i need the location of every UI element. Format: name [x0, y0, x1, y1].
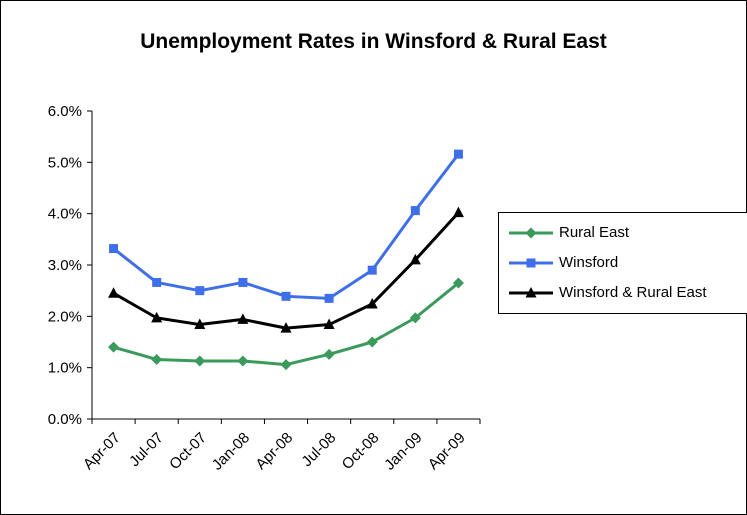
- x-tick-label: Oct-07: [166, 429, 210, 473]
- x-tick-label: Jan-09: [381, 429, 425, 473]
- data-point-rural-east: [237, 355, 249, 367]
- data-point-winsford: [367, 265, 377, 275]
- y-tick-label: 2.0%: [48, 308, 82, 325]
- data-point-winsford-rural-east: [409, 253, 421, 265]
- data-point-winsford: [109, 244, 119, 254]
- x-tick-label: Jul-08: [298, 429, 339, 470]
- legend-label-rural-east: Rural East: [559, 224, 630, 241]
- data-point-winsford-rural-east: [194, 318, 206, 330]
- x-tick-label: Apr-07: [80, 429, 124, 473]
- legend-item-winsford: Winsford: [499, 250, 747, 276]
- data-point-winsford-rural-east: [151, 311, 163, 323]
- legend: Rural East Winsford Winsford & Rural East: [498, 212, 747, 314]
- x-tick-label: Apr-08: [252, 429, 296, 473]
- series-line-winsford: [112, 153, 460, 300]
- data-point-rural-east: [323, 348, 335, 360]
- data-point-winsford: [152, 277, 162, 287]
- x-tick-label: Jan-08: [209, 429, 253, 473]
- y-tick-label: 0.0%: [48, 411, 82, 428]
- data-point-winsford: [195, 286, 205, 296]
- data-point-rural-east: [194, 355, 206, 367]
- data-point-winsford: [238, 277, 248, 287]
- legend-swatch-winsford: [509, 258, 553, 268]
- chart-title: Unemployment Rates in Winsford & Rural E…: [140, 30, 607, 53]
- data-point-rural-east: [280, 359, 292, 371]
- y-tick-label: 5.0%: [48, 154, 82, 171]
- x-tick-label: Apr-09: [425, 429, 469, 473]
- y-tick-label: 6.0%: [48, 103, 82, 120]
- data-point-winsford-rural-east: [452, 206, 464, 218]
- y-tick-label: 1.0%: [48, 360, 82, 377]
- data-point-winsford-rural-east: [366, 298, 378, 309]
- data-point-rural-east: [452, 277, 464, 289]
- data-point-rural-east: [151, 353, 163, 365]
- data-point-winsford-rural-east: [108, 287, 120, 298]
- x-tick-label: Oct-08: [339, 429, 383, 473]
- x-tick-label: Jul-07: [126, 429, 167, 470]
- data-point-rural-east: [409, 312, 421, 324]
- data-point-winsford: [324, 293, 334, 303]
- legend-label-winsford: Winsford: [559, 254, 619, 271]
- y-tick-label: 4.0%: [48, 206, 82, 223]
- legend-label-winsford-rural-east: Winsford & Rural East: [559, 284, 707, 301]
- data-point-winsford: [281, 291, 291, 301]
- legend-swatch-winsford-rural-east: [509, 287, 553, 298]
- data-point-winsford: [410, 206, 420, 216]
- data-point-winsford-rural-east: [237, 313, 249, 324]
- legend-swatch-rural-east: [509, 227, 553, 239]
- data-point-winsford-rural-east: [323, 318, 335, 330]
- y-tick-label: 3.0%: [48, 257, 82, 274]
- data-point-rural-east: [366, 336, 378, 348]
- data-point-winsford-rural-east: [280, 322, 292, 333]
- data-point-rural-east: [108, 341, 120, 353]
- legend-item-rural-east: Rural East: [499, 220, 747, 246]
- series-line-winsford-rural-east: [112, 211, 460, 330]
- data-point-winsford: [453, 149, 463, 159]
- legend-item-winsford-rural-east: Winsford & Rural East: [499, 280, 747, 306]
